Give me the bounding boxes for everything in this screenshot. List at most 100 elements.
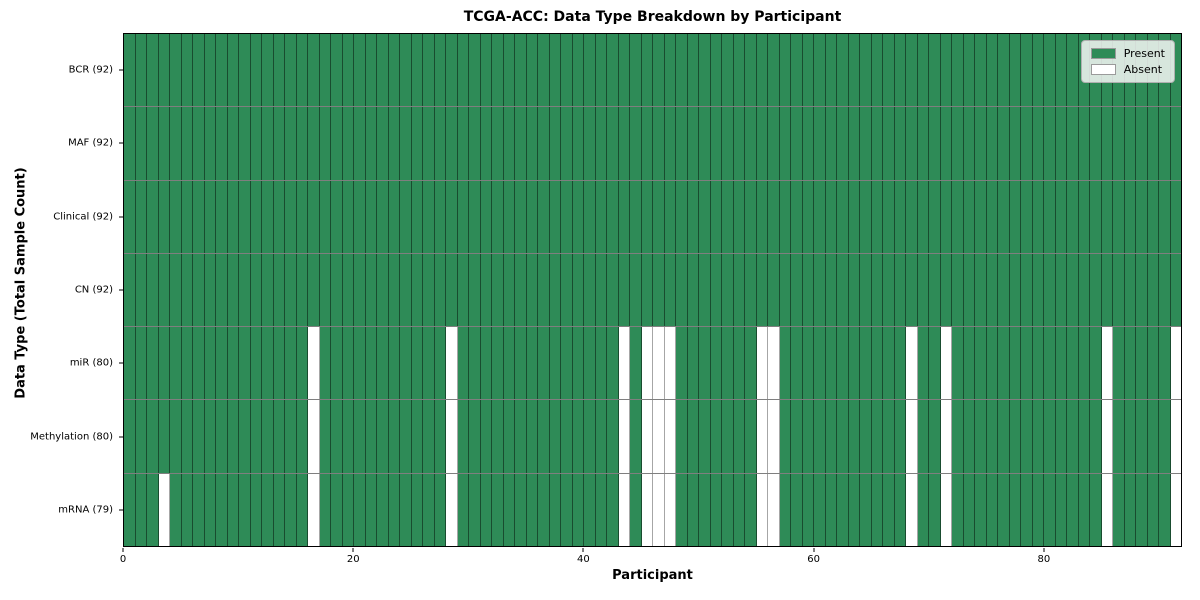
matrix-cell-present — [975, 180, 987, 253]
matrix-cell-present — [285, 327, 297, 400]
matrix-cell-present — [181, 107, 193, 180]
matrix-cell-present — [733, 107, 745, 180]
matrix-cell-present — [1021, 180, 1033, 253]
matrix-cell-present — [802, 34, 814, 107]
x-tick-mark — [1043, 548, 1045, 552]
matrix-cell-present — [377, 34, 389, 107]
matrix-cell-present — [687, 253, 699, 327]
matrix-cell-present — [699, 180, 711, 253]
matrix-cell-present — [722, 400, 734, 473]
matrix-cell-present — [400, 473, 412, 546]
matrix-cell-present — [250, 34, 262, 107]
matrix-cell-present — [538, 327, 550, 400]
matrix-cell-present — [561, 253, 573, 327]
matrix-cell-present — [239, 34, 251, 107]
matrix-cell-present — [354, 34, 366, 107]
matrix-cell-present — [377, 107, 389, 180]
matrix-cell-present — [492, 253, 504, 327]
matrix-cell-present — [595, 473, 607, 546]
matrix-cell-present — [296, 327, 308, 400]
matrix-cell-present — [538, 473, 550, 546]
y-axis-ticks: BCR (92) MAF (92) Clinical (92) CN (92) miR … — [0, 33, 123, 547]
matrix-cell-present — [825, 34, 837, 107]
matrix-cell-present — [308, 34, 320, 107]
matrix-cell-present — [1101, 253, 1113, 327]
matrix-cell-present — [262, 473, 274, 546]
matrix-cell-present — [158, 34, 170, 107]
matrix-cell-present — [492, 107, 504, 180]
matrix-cell-present — [457, 34, 469, 107]
matrix-cell-present — [250, 473, 262, 546]
matrix-cell-present — [147, 253, 159, 327]
matrix-cell-present — [768, 34, 780, 107]
matrix-cell-present — [745, 473, 757, 546]
matrix-cell-present — [296, 400, 308, 473]
matrix-cell-present — [618, 107, 630, 180]
matrix-cell-present — [756, 180, 768, 253]
matrix-cell-present — [572, 473, 584, 546]
matrix-cell-present — [745, 107, 757, 180]
matrix-cell-present — [365, 400, 377, 473]
matrix-cell-present — [779, 180, 791, 253]
matrix-cell-present — [687, 107, 699, 180]
matrix-cell-present — [641, 34, 653, 107]
matrix-cell-present — [1113, 400, 1125, 473]
matrix-cell-present — [1170, 180, 1181, 253]
matrix-cell-present — [1078, 180, 1090, 253]
matrix-cell-absent — [653, 473, 665, 546]
matrix-cell-present — [848, 34, 860, 107]
matrix-cell-present — [883, 327, 895, 400]
matrix-cell-absent — [308, 473, 320, 546]
matrix-cell-present — [929, 473, 941, 546]
matrix-cell-present — [676, 253, 688, 327]
y-tick-label: Clinical (92) — [53, 211, 113, 223]
matrix-cell-present — [1055, 253, 1067, 327]
matrix-row — [124, 473, 1181, 546]
matrix-cell-present — [319, 180, 331, 253]
matrix-cell-present — [825, 253, 837, 327]
matrix-cell-present — [837, 400, 849, 473]
matrix-cell-present — [733, 327, 745, 400]
matrix-cell-present — [883, 34, 895, 107]
plot-area: Present Absent — [123, 33, 1182, 547]
matrix-cell-present — [733, 180, 745, 253]
matrix-cell-absent — [618, 400, 630, 473]
matrix-cell-present — [239, 253, 251, 327]
matrix-cell-absent — [653, 400, 665, 473]
matrix-cell-present — [331, 327, 343, 400]
matrix-cell-present — [434, 327, 446, 400]
matrix-cell-present — [193, 473, 205, 546]
matrix-cell-present — [515, 107, 527, 180]
matrix-cell-present — [250, 180, 262, 253]
matrix-cell-present — [676, 473, 688, 546]
matrix-cell-present — [986, 107, 998, 180]
matrix-cell-present — [975, 34, 987, 107]
matrix-cell-present — [549, 107, 561, 180]
matrix-cell-present — [1170, 34, 1181, 107]
matrix-cell-present — [124, 473, 136, 546]
matrix-cell-present — [193, 400, 205, 473]
matrix-cell-present — [411, 473, 423, 546]
matrix-cell-present — [1159, 107, 1171, 180]
matrix-cell-present — [285, 400, 297, 473]
matrix-cell-present — [170, 473, 182, 546]
matrix-cell-present — [135, 473, 147, 546]
matrix-cell-present — [515, 400, 527, 473]
matrix-cell-absent — [308, 327, 320, 400]
legend-item-present: Present — [1090, 48, 1165, 59]
matrix-cell-present — [365, 107, 377, 180]
matrix-cell-present — [446, 34, 458, 107]
matrix-cell-present — [1078, 473, 1090, 546]
matrix-cell-absent — [768, 327, 780, 400]
matrix-cell-present — [561, 107, 573, 180]
matrix-cell-present — [1009, 34, 1021, 107]
matrix-cell-present — [250, 253, 262, 327]
matrix-cell-present — [768, 107, 780, 180]
matrix-cell-present — [929, 107, 941, 180]
matrix-cell-present — [250, 400, 262, 473]
matrix-cell-present — [1021, 327, 1033, 400]
matrix-cell-present — [595, 400, 607, 473]
matrix-cell-present — [1147, 400, 1159, 473]
matrix-cell-present — [860, 34, 872, 107]
matrix-cell-present — [1113, 107, 1125, 180]
